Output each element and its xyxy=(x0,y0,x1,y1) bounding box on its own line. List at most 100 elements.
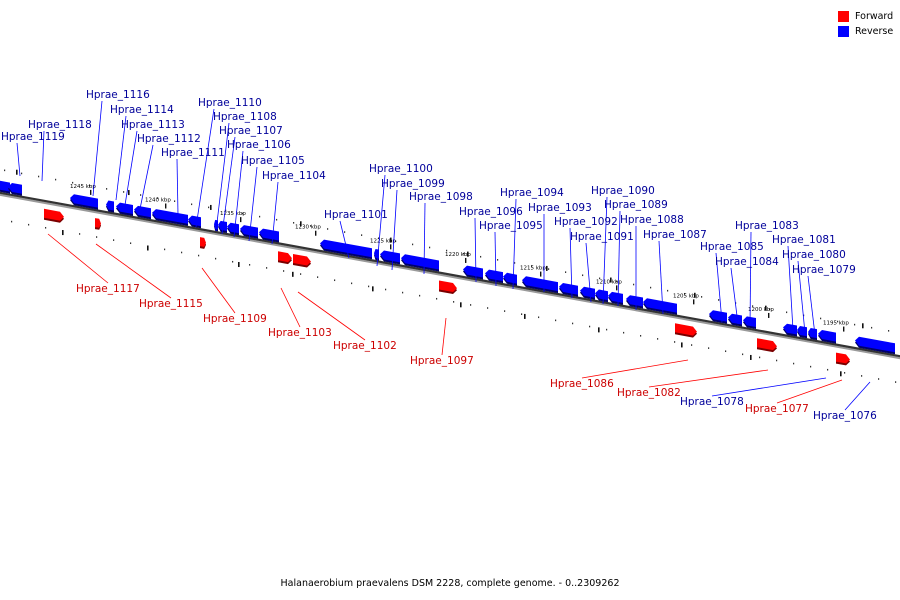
tick-mark xyxy=(768,312,770,318)
label-leader xyxy=(807,275,816,336)
gene-arrow xyxy=(218,220,227,231)
guide-dot xyxy=(28,223,30,226)
guide-dot xyxy=(174,200,176,202)
label-leader xyxy=(280,287,301,328)
gene-label: Hprae_1114 xyxy=(110,104,174,116)
gene-hprae-1085 xyxy=(709,310,727,324)
guide-dot xyxy=(572,322,574,325)
guide-dot xyxy=(368,285,370,288)
gene-arrow xyxy=(559,283,578,295)
guide-dot xyxy=(650,286,652,289)
guide-dot xyxy=(888,330,890,332)
label-leader xyxy=(47,233,109,284)
gene-label: Hprae_1085 xyxy=(700,241,764,253)
gene-label: Hprae_1100 xyxy=(369,163,433,175)
guide-dot xyxy=(79,233,81,235)
guide-dot xyxy=(827,368,829,371)
label-leader xyxy=(139,144,154,210)
label-leader xyxy=(391,189,398,271)
gene-label: Hprae_1089 xyxy=(604,199,668,211)
gene-arrow xyxy=(259,228,279,241)
tick-mark xyxy=(390,244,392,250)
gene-hprae-1119 xyxy=(0,180,10,194)
guide-dot xyxy=(113,239,115,241)
gene-label: Hprae_1079 xyxy=(792,264,856,276)
gene-label: Hprae_1105 xyxy=(241,155,305,167)
legend-reverse-label: Reverse xyxy=(855,26,894,37)
gene-arrow xyxy=(439,280,457,292)
gene-arrow xyxy=(485,269,503,282)
guide-mark xyxy=(524,313,526,319)
guide-dot xyxy=(123,191,125,193)
gene-label: Hprae_1094 xyxy=(500,187,564,199)
gene-label: Hprae_1118 xyxy=(28,119,92,131)
guide-dot xyxy=(708,347,710,349)
guide-mark xyxy=(238,262,240,268)
guide-dot xyxy=(4,169,6,172)
gene-label: Hprae_1077 xyxy=(745,403,809,415)
gene-hprae-1095 xyxy=(485,269,503,284)
gene-hprae-1106 xyxy=(227,222,239,236)
label-leader xyxy=(844,381,871,411)
tick-mark xyxy=(315,230,317,236)
gene-arrow xyxy=(8,183,22,194)
gene-hprae-1105 xyxy=(240,225,258,239)
tick-mark xyxy=(90,189,92,195)
guide-mark xyxy=(840,371,842,377)
guide-dot xyxy=(259,215,261,218)
label-leader xyxy=(711,377,827,397)
gene-hprae-1079 xyxy=(808,328,817,341)
tick-mark xyxy=(843,326,845,332)
tick-label: 1215 kbp xyxy=(520,266,546,272)
guide-dot xyxy=(616,280,618,283)
gene-arrow xyxy=(836,352,850,364)
guide-dot xyxy=(582,274,584,277)
tick-mark xyxy=(616,285,618,291)
tick-label: 1245 kbp xyxy=(70,184,96,190)
guide-dot xyxy=(266,267,268,269)
label-leader xyxy=(248,166,258,242)
gene-label: Hprae_1113 xyxy=(121,119,185,131)
gene-hprae-1099 xyxy=(380,250,400,265)
guide-dot xyxy=(327,228,329,230)
guide-mark xyxy=(292,271,294,277)
gene-arrow xyxy=(320,239,372,258)
guide-dot xyxy=(606,328,608,331)
guide-dot xyxy=(55,178,57,181)
gene-arrow xyxy=(200,237,206,247)
gene-label: Hprae_1092 xyxy=(554,216,618,228)
guide-dot xyxy=(684,292,686,295)
gene-hprae-1103 xyxy=(278,251,292,265)
guide-dot xyxy=(769,308,771,311)
guide-dot xyxy=(599,277,601,280)
gene-label: Hprae_1108 xyxy=(213,111,277,123)
guide-dot xyxy=(225,209,227,212)
label-leader xyxy=(271,181,279,245)
guide-dot xyxy=(45,226,47,229)
guide-dot xyxy=(215,257,217,260)
guide-dot xyxy=(232,260,234,263)
gene-arrow xyxy=(595,289,608,301)
gene-arrow xyxy=(522,276,558,292)
guide-dot xyxy=(844,372,846,374)
gene-hprae-1098 xyxy=(401,254,439,272)
guide-mark xyxy=(16,169,18,175)
guide-mark xyxy=(765,305,767,311)
gene-arrow xyxy=(608,291,623,303)
forward-swatch xyxy=(838,11,849,22)
guide-dot xyxy=(11,220,13,223)
gene-hprae-1080 xyxy=(797,326,807,339)
gene-hprae-1090 xyxy=(595,289,608,303)
label-leader xyxy=(221,136,236,235)
guide-dot xyxy=(249,264,251,266)
label-leader xyxy=(512,198,517,290)
label-leader xyxy=(195,108,215,228)
backbone-shadow xyxy=(0,193,900,360)
guide-dot xyxy=(395,240,397,243)
gene-arrow xyxy=(106,200,114,211)
gene-arrow xyxy=(580,286,595,298)
genome-backbone xyxy=(0,191,900,360)
guide-dot xyxy=(701,296,703,298)
guide-dot xyxy=(463,252,465,255)
